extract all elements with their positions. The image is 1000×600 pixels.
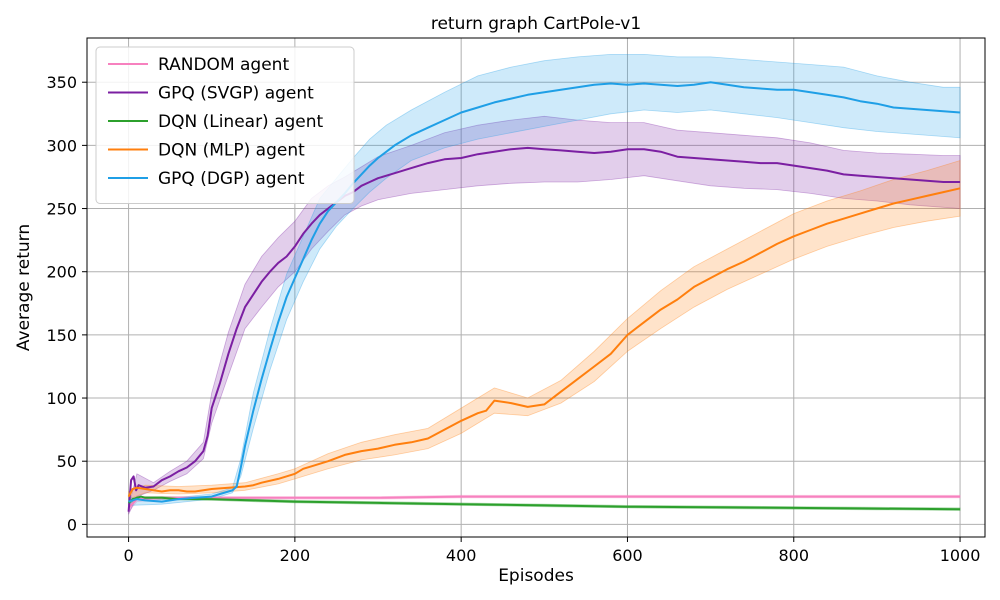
x-axis-label: Episodes bbox=[498, 566, 574, 586]
line-gpq-dgp-agent bbox=[128, 81, 961, 503]
x-tick-label: 400 bbox=[446, 546, 477, 565]
y-tick-label: 100 bbox=[46, 389, 77, 408]
x-tick-label: 600 bbox=[612, 546, 643, 565]
line-dqn-mlp-agent bbox=[127, 187, 961, 498]
y-tick-label: 300 bbox=[46, 136, 77, 155]
grid-lines bbox=[87, 38, 985, 537]
y-tick-label: 0 bbox=[67, 515, 77, 534]
axis-ticks: 0 200 400 600 800 1000 0 50 100 150 200 250 300 350 bbox=[46, 73, 980, 565]
legend: RANDOM agent GPQ (SVGP) agent DQN (Linear)… bbox=[95, 46, 355, 204]
y-axis-label: Average return bbox=[14, 224, 34, 351]
y-tick-label: 250 bbox=[46, 200, 77, 219]
chart-title: return graph CartPole-v1 bbox=[431, 14, 641, 34]
x-tick-label: 200 bbox=[280, 546, 311, 565]
y-tick-label: 150 bbox=[46, 326, 77, 345]
band-gpq-svgp-agent bbox=[128, 115, 961, 515]
x-tick-label: 1000 bbox=[940, 546, 981, 565]
series-lines bbox=[127, 81, 961, 512]
line-dqn-linear-agent bbox=[127, 495, 961, 511]
legend-label: GPQ (DGP) agent bbox=[158, 169, 305, 189]
legend-box bbox=[95, 46, 355, 204]
x-tick-label: 0 bbox=[123, 546, 133, 565]
y-tick-label: 350 bbox=[46, 73, 77, 92]
x-tick-label: 800 bbox=[778, 546, 809, 565]
legend-label: DQN (MLP) agent bbox=[158, 141, 305, 161]
legend-label: DQN (Linear) agent bbox=[158, 112, 324, 132]
line-gpq-svgp-agent bbox=[127, 146, 961, 512]
legend-label: GPQ (SVGP) agent bbox=[158, 84, 314, 104]
y-tick-label: 50 bbox=[57, 452, 77, 471]
band-dqn-mlp-agent bbox=[128, 159, 961, 500]
y-tick-label: 200 bbox=[46, 263, 77, 282]
plot-frame bbox=[86, 37, 986, 538]
legend-label: RANDOM agent bbox=[158, 55, 289, 75]
